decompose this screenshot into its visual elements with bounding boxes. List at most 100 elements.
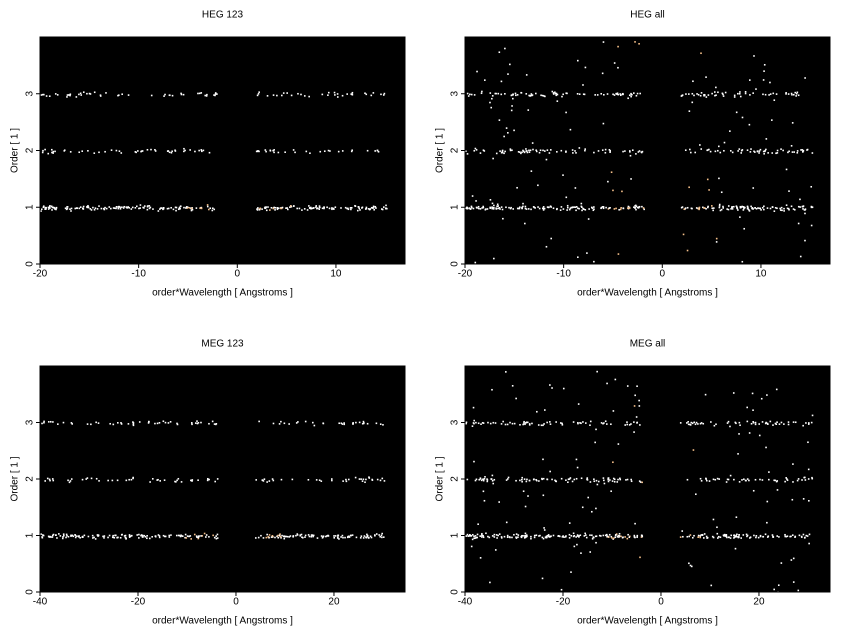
- texture-pixel: [361, 422, 364, 425]
- texture-pixel: [281, 94, 283, 97]
- texture-pixel: [51, 209, 53, 211]
- texture-pixel: [594, 94, 596, 96]
- texture-pixel: [688, 186, 690, 189]
- texture-pixel: [776, 149, 779, 152]
- texture-pixel: [51, 151, 53, 154]
- texture-pixel: [541, 94, 544, 97]
- texture-pixel: [762, 93, 764, 96]
- texture-pixel: [711, 535, 714, 538]
- texture-pixel: [565, 111, 567, 114]
- texture-pixel: [366, 533, 368, 536]
- texture-pixel: [214, 92, 217, 94]
- texture-pixel: [565, 535, 567, 537]
- texture-pixel: [609, 151, 611, 154]
- texture-pixel: [549, 421, 551, 423]
- texture-pixel: [134, 151, 137, 153]
- texture-pixel: [525, 534, 528, 536]
- texture-pixel: [705, 76, 707, 78]
- texture-pixel: [630, 92, 632, 95]
- texture-pixel: [537, 184, 539, 187]
- texture-pixel: [492, 157, 494, 160]
- texture-pixel: [643, 208, 645, 211]
- texture-pixel: [467, 95, 470, 97]
- texture-pixel: [366, 535, 369, 538]
- texture-pixel: [639, 556, 641, 559]
- texture-pixel: [479, 152, 482, 154]
- texture-pixel: [525, 93, 528, 95]
- texture-pixel: [486, 480, 489, 483]
- texture-pixel: [697, 536, 699, 538]
- texture-pixel: [539, 534, 541, 537]
- texture-pixel: [592, 209, 595, 212]
- texture-pixel: [509, 149, 512, 152]
- texture-pixel: [552, 93, 555, 95]
- texture-pixel: [208, 536, 210, 538]
- texture-pixel: [679, 422, 682, 424]
- texture-pixel: [681, 94, 684, 96]
- texture-pixel: [204, 94, 207, 97]
- texture-pixel: [546, 206, 549, 208]
- x-tick-label: 0: [235, 269, 241, 280]
- texture-pixel: [613, 94, 616, 96]
- texture-pixel: [791, 498, 794, 501]
- texture-pixel: [780, 421, 783, 424]
- x-tick-label: -10: [556, 269, 571, 280]
- texture-pixel: [288, 536, 291, 538]
- texture-pixel: [565, 196, 568, 199]
- texture-pixel: [355, 421, 357, 424]
- texture-pixel: [521, 206, 523, 209]
- texture-pixel: [493, 533, 496, 536]
- texture-pixel: [503, 152, 505, 155]
- texture-pixel: [697, 207, 700, 210]
- texture-pixel: [167, 207, 170, 210]
- texture-pixel: [590, 510, 593, 513]
- texture-pixel: [382, 536, 385, 538]
- texture-pixel: [582, 93, 585, 96]
- y-tick-label: 1: [450, 532, 461, 538]
- texture-pixel: [369, 535, 372, 538]
- texture-pixel: [154, 150, 157, 152]
- texture-pixel: [616, 93, 618, 96]
- texture-pixel: [372, 205, 375, 208]
- texture-pixel: [717, 535, 720, 538]
- texture-pixel: [365, 536, 367, 539]
- texture-pixel: [351, 91, 354, 94]
- y-tick-label: 1: [25, 532, 36, 538]
- texture-pixel: [95, 421, 97, 424]
- x-tick-label: 10: [330, 269, 342, 280]
- texture-pixel: [276, 94, 278, 97]
- texture-pixel: [470, 93, 473, 96]
- texture-pixel: [723, 141, 726, 144]
- texture-pixel: [698, 208, 700, 211]
- texture-pixel: [292, 535, 294, 538]
- texture-pixel: [348, 536, 351, 538]
- texture-pixel: [763, 150, 766, 153]
- texture-pixel: [296, 207, 298, 210]
- texture-pixel: [555, 94, 558, 97]
- texture-pixel: [136, 205, 138, 208]
- texture-pixel: [309, 152, 311, 155]
- texture-pixel: [266, 95, 269, 97]
- texture-pixel: [740, 537, 742, 539]
- texture-pixel: [110, 149, 113, 151]
- texture-pixel: [338, 538, 340, 540]
- y-tick-label: 0: [25, 589, 36, 595]
- texture-pixel: [803, 476, 805, 479]
- texture-pixel: [473, 419, 475, 422]
- texture-pixel: [727, 208, 730, 211]
- texture-pixel: [344, 206, 347, 209]
- texture-pixel: [93, 91, 96, 94]
- texture-pixel: [492, 208, 495, 210]
- texture-pixel: [208, 478, 210, 481]
- plot-title: HEG 123: [202, 10, 244, 21]
- texture-pixel: [687, 423, 690, 426]
- texture-pixel: [555, 421, 557, 423]
- texture-pixel: [593, 208, 595, 211]
- texture-pixel: [130, 478, 133, 481]
- texture-pixel: [333, 535, 335, 537]
- texture-pixel: [621, 190, 623, 193]
- texture-pixel: [765, 138, 768, 140]
- texture-pixel: [567, 481, 569, 484]
- texture-pixel: [794, 421, 797, 424]
- texture-pixel: [310, 207, 312, 210]
